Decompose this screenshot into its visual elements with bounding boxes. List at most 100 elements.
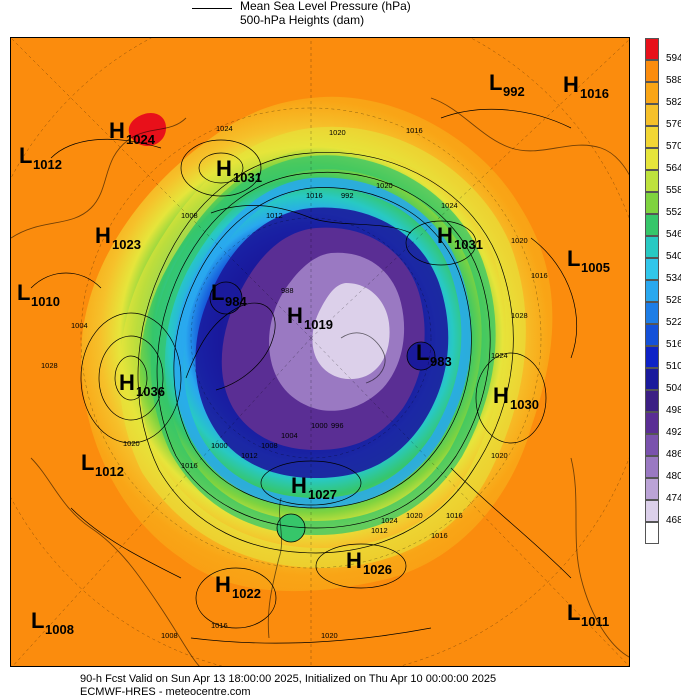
colorbar-swatch — [645, 368, 659, 390]
colorbar-swatch — [645, 522, 659, 544]
low-pressure-center: L 1005 — [567, 246, 610, 275]
system-pressure-value: 1024 — [126, 132, 156, 147]
system-pressure-value: 1036 — [136, 384, 165, 399]
colorbar-swatch — [645, 148, 659, 170]
system-letter: H — [287, 303, 303, 328]
high-pressure-center: H 1016 — [563, 72, 609, 101]
isobar-label: 996 — [331, 421, 344, 430]
height-contour-lavender — [312, 283, 390, 380]
colorbar-swatch — [645, 456, 659, 478]
low-pressure-center: L 1010 — [17, 280, 60, 309]
isobar-label: 1016 — [211, 621, 228, 630]
hot-spot — [128, 113, 166, 147]
colorbar-level-label: 504 — [666, 383, 681, 394]
isobar-label: 1004 — [281, 431, 298, 440]
colorbar-level-label: 486 — [666, 449, 681, 460]
system-pressure-value: 984 — [225, 294, 247, 309]
system-pressure-value: 1031 — [233, 170, 262, 185]
system-pressure-value: 1022 — [232, 586, 261, 601]
system-letter: L — [81, 450, 94, 475]
isobar-label: 1012 — [241, 451, 258, 460]
colorbar-level-label: 516 — [666, 339, 681, 350]
colorbar-level-label: 474 — [666, 493, 681, 504]
map-footer: 90-h Fcst Valid on Sun Apr 13 18:00:00 2… — [80, 673, 496, 699]
isobar-label: 1020 — [406, 511, 423, 520]
system-pressure-value: 1027 — [308, 487, 337, 502]
isobar-label: 992 — [341, 191, 354, 200]
high-pressure-center: H 1027 — [291, 473, 337, 502]
system-pressure-value: 1023 — [112, 237, 141, 252]
legend-heights-label: 500-hPa Heights (dam) — [240, 13, 365, 27]
colorbar-swatch — [645, 126, 659, 148]
colorbar-swatch — [645, 346, 659, 368]
low-center-shading — [406, 341, 436, 371]
isobar-label: 1028 — [41, 361, 58, 370]
high-pressure-center: H 1031 — [437, 223, 483, 252]
high-pressure-center: H 1031 — [216, 156, 262, 185]
isobar-label: 1008 — [161, 631, 178, 640]
system-pressure-value: 983 — [430, 354, 452, 369]
high-pressure-center: H 1024 — [109, 118, 156, 147]
colorbar-swatch — [645, 434, 659, 456]
isobar-label: 1024 — [381, 516, 398, 525]
isobar-label: 1020 — [329, 128, 346, 137]
high-pressure-center: H 1023 — [95, 223, 141, 252]
system-letter: H — [346, 548, 362, 573]
isobar-label: 1024 — [216, 124, 233, 133]
valid-time-text: 90-h Fcst Valid on Sun Apr 13 18:00:00 2… — [80, 673, 497, 685]
colorbar-swatch — [645, 214, 659, 236]
low-pressure-center: L 984 — [211, 280, 247, 309]
colorbar-swatch — [645, 60, 659, 82]
colorbar-level-label: 522 — [666, 317, 681, 328]
height-contour-yellow — [119, 126, 526, 569]
system-letter: L — [489, 70, 502, 95]
colorbar-swatch — [645, 390, 659, 412]
system-pressure-value: 1012 — [33, 157, 62, 172]
isobar-label: 1020 — [511, 236, 528, 245]
system-letter: H — [109, 118, 125, 143]
colorbar-swatch — [645, 170, 659, 192]
colorbar-swatch — [645, 280, 659, 302]
isobar-label: 1016 — [431, 531, 448, 540]
colorbar-swatch — [645, 38, 659, 60]
colorbar-swatch — [645, 412, 659, 434]
low-pressure-center: L 983 — [416, 340, 452, 369]
isobar-legend-line — [192, 8, 232, 9]
system-letter: H — [291, 473, 307, 498]
height-colorbar — [645, 38, 659, 544]
system-pressure-value: 1012 — [95, 464, 124, 479]
colorbar-level-label: 558 — [666, 185, 681, 196]
high-pressure-center: H 1022 — [215, 572, 261, 601]
low-pressure-center: L 1011 — [567, 600, 609, 629]
isobar-label: 1020 — [321, 631, 338, 640]
system-letter: H — [216, 156, 232, 181]
colorbar-swatch — [645, 478, 659, 500]
isobar-label: 1016 — [406, 126, 423, 135]
colorbar-swatch — [645, 82, 659, 104]
system-pressure-value: 1005 — [581, 260, 610, 275]
system-letter: H — [215, 572, 231, 597]
colorbar-level-label: 492 — [666, 427, 681, 438]
colorbar-level-label: 528 — [666, 295, 681, 306]
isobar-label: 1016 — [446, 511, 463, 520]
system-pressure-value: 1016 — [580, 86, 609, 101]
isobar-label: 1008 — [181, 211, 198, 220]
colorbar-swatch — [645, 258, 659, 280]
system-pressure-value: 1030 — [510, 397, 539, 412]
weather-map: H 1024 L 1012 H 1031 H 1023 L 1010 H 1036 L 1012 L 984 H… — [10, 37, 630, 667]
map-legend: Mean Sea Level Pressure (hPa) 500-hPa He… — [0, 0, 681, 36]
system-letter: L — [416, 340, 429, 365]
isobar-label: 1024 — [441, 201, 458, 210]
low-pressure-center: L 1012 — [19, 143, 62, 172]
isobar-label: 988 — [281, 286, 294, 295]
system-pressure-value: 1031 — [454, 237, 483, 252]
isobar-label: 1008 — [261, 441, 278, 450]
graticule — [11, 38, 629, 666]
isobar-label: 1020 — [123, 439, 140, 448]
colorbar-level-label: 594 — [666, 53, 681, 64]
isobar-label: 1020 — [376, 181, 393, 190]
isobar-label: 1012 — [371, 526, 388, 535]
isobar-label: 1020 — [491, 451, 508, 460]
high-pressure-center: H 1019 — [287, 303, 333, 332]
